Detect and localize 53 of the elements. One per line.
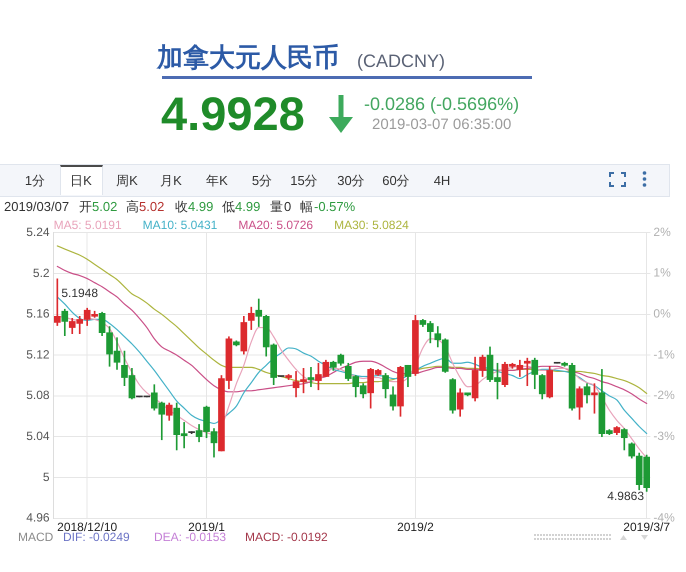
chart-title: 加拿大元人民币: [157, 42, 339, 72]
text: 周K: [116, 172, 138, 188]
text: 幅: [300, 198, 313, 214]
y-tick-label: 5.12: [26, 347, 50, 362]
text: MA5: 5.0191: [54, 218, 122, 232]
y2-tick-label: -1%: [653, 348, 676, 362]
annotation: 5.1948: [61, 286, 98, 300]
text: MA30: 5.0824: [334, 218, 409, 232]
text: 低: [222, 198, 235, 214]
text: 5.02: [139, 198, 164, 214]
line-series: [56, 296, 648, 434]
text: 15分: [290, 172, 318, 188]
text: 0: [284, 198, 292, 214]
text: 量: [270, 198, 283, 214]
text: 60分: [382, 172, 410, 188]
x-tick-label: 2019/2: [397, 520, 434, 534]
text: MACD: [18, 530, 54, 545]
text: 年K: [206, 172, 228, 188]
y2-tick-label: 1%: [653, 266, 672, 280]
text: 1分: [24, 172, 46, 188]
text: MA10: 5.0431: [142, 218, 218, 232]
text: 2019/03/07: [4, 198, 70, 214]
text: 高: [126, 198, 139, 214]
y2-tick-label: 0%: [653, 306, 672, 321]
text: 2019-03-07 06:35:00: [372, 116, 512, 134]
text: 4.99: [235, 198, 260, 214]
y-tick-label: 4.96: [26, 510, 50, 525]
text: 5分: [252, 172, 272, 188]
text: 月K: [160, 172, 182, 188]
text: 日K: [70, 172, 92, 188]
text: MACD: -0.0192: [245, 530, 328, 545]
text: 30分: [337, 172, 365, 188]
y2-tick-label: 2%: [653, 225, 672, 240]
text: MA20: 5.0726: [238, 218, 314, 232]
text: 收: [175, 198, 188, 214]
y-tick-label: 5.16: [26, 306, 50, 321]
y2-tick-label: -3%: [653, 429, 676, 444]
text: -0.57%: [314, 198, 356, 214]
text: 4.9928: [161, 86, 305, 142]
text: 开: [79, 198, 92, 214]
annotation: 4.9863: [607, 489, 644, 504]
text: 5.02: [92, 198, 118, 214]
y2-tick-label: -2%: [653, 388, 676, 402]
y-tick-label: 5: [42, 470, 50, 484]
text: 4.99: [188, 198, 214, 214]
y-tick-label: 5.08: [26, 388, 50, 402]
chart-subtitle: (CADCNY): [357, 51, 445, 72]
y-tick-label: 5.2: [32, 266, 50, 280]
y-tick-label: 5.24: [26, 225, 50, 240]
text: -0.0286 (-0.5696%): [364, 94, 520, 114]
line-series: [56, 266, 648, 404]
y-tick-label: 5.04: [26, 429, 50, 444]
text: 4H: [434, 172, 450, 188]
